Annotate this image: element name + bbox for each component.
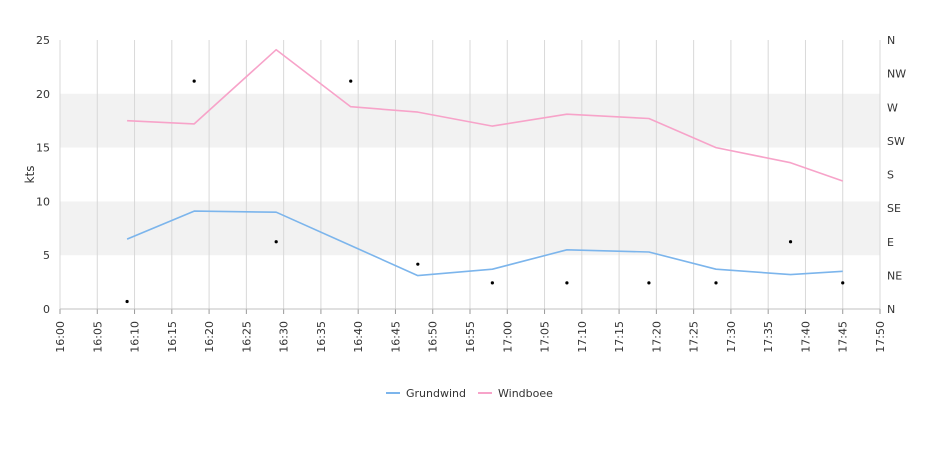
direction-point (490, 281, 494, 285)
x-tick-label: 17:15 (613, 321, 626, 353)
x-tick-label: 16:50 (427, 321, 440, 353)
x-tick-label: 17:05 (539, 321, 552, 353)
y-axis-ticks: 0 5 10 15 20 25 (36, 34, 50, 316)
x-tick-label: 16:15 (166, 321, 179, 353)
series-line-windboee (127, 48, 843, 182)
direction-point (125, 299, 129, 304)
vertical-gridlines (59, 40, 881, 314)
y2-tick-label: S (887, 169, 894, 182)
direction-point (788, 240, 793, 244)
y2-tick-label: N (887, 34, 895, 47)
x-tick-label: 16:00 (54, 321, 67, 353)
direction-point (565, 281, 569, 285)
x-tick-label: 17:10 (576, 321, 589, 353)
x-tick-label: 17:50 (874, 321, 887, 353)
direction-point (274, 240, 278, 244)
x-tick-label: 16:05 (91, 321, 104, 353)
y-tick-label: 25 (36, 34, 50, 47)
legend-label: Windboee (498, 387, 553, 400)
x-tick-label: 17:25 (688, 321, 701, 353)
series-lines (126, 48, 843, 277)
legend-item-windboee[interactable]: Windboee (478, 387, 553, 400)
direction-point (714, 281, 718, 285)
direction-point (192, 79, 196, 83)
y-tick-label: 15 (36, 142, 50, 155)
y-axis-label: kts (23, 166, 37, 184)
x-tick-label: 16:20 (203, 321, 216, 353)
x-tick-label: 16:10 (129, 321, 142, 353)
y2-tick-label: E (887, 236, 894, 249)
y-tick-label: 10 (36, 195, 50, 208)
direction-point (416, 262, 420, 266)
y2-axis-ticks: N NE E SE S SW W NW N (887, 34, 906, 316)
y2-tick-label: N (887, 303, 895, 316)
y2-tick-label: SE (887, 202, 901, 215)
direction-point (841, 281, 845, 285)
direction-point (647, 281, 651, 285)
x-tick-label: 17:30 (725, 321, 738, 353)
x-tick-label: 17:45 (837, 321, 850, 353)
y-tick-label: 5 (43, 249, 50, 262)
legend-label: Grundwind (406, 387, 466, 400)
x-tick-label: 16:25 (240, 321, 253, 353)
x-tick-label: 17:00 (501, 321, 514, 353)
y-tick-label: 0 (43, 303, 50, 316)
x-tick-label: 17:35 (762, 321, 775, 353)
direction-markers (125, 79, 845, 304)
x-tick-label: 16:45 (389, 321, 402, 353)
y2-tick-label: NE (887, 269, 902, 282)
x-tick-label: 16:30 (278, 321, 291, 353)
direction-point (349, 79, 353, 83)
x-tick-label: 16:55 (464, 321, 477, 353)
series-line-grundwind (126, 210, 843, 277)
y2-tick-label: W (887, 101, 898, 114)
x-tick-label: 16:40 (352, 321, 365, 353)
legend-item-grundwind[interactable]: Grundwind (386, 387, 466, 400)
x-axis-ticks: 16:00 16:05 16:10 16:15 16:20 16:25 16:30 16:35… (54, 321, 887, 353)
y2-tick-label: SW (887, 135, 905, 148)
x-tick-label: 17:40 (799, 321, 812, 353)
y2-tick-label: NW (887, 68, 906, 81)
x-tick-label: 17:20 (650, 321, 663, 353)
y-tick-label: 20 (36, 88, 50, 101)
x-tick-label: 16:35 (315, 321, 328, 353)
legend[interactable]: Grundwind Windboee (386, 387, 553, 400)
